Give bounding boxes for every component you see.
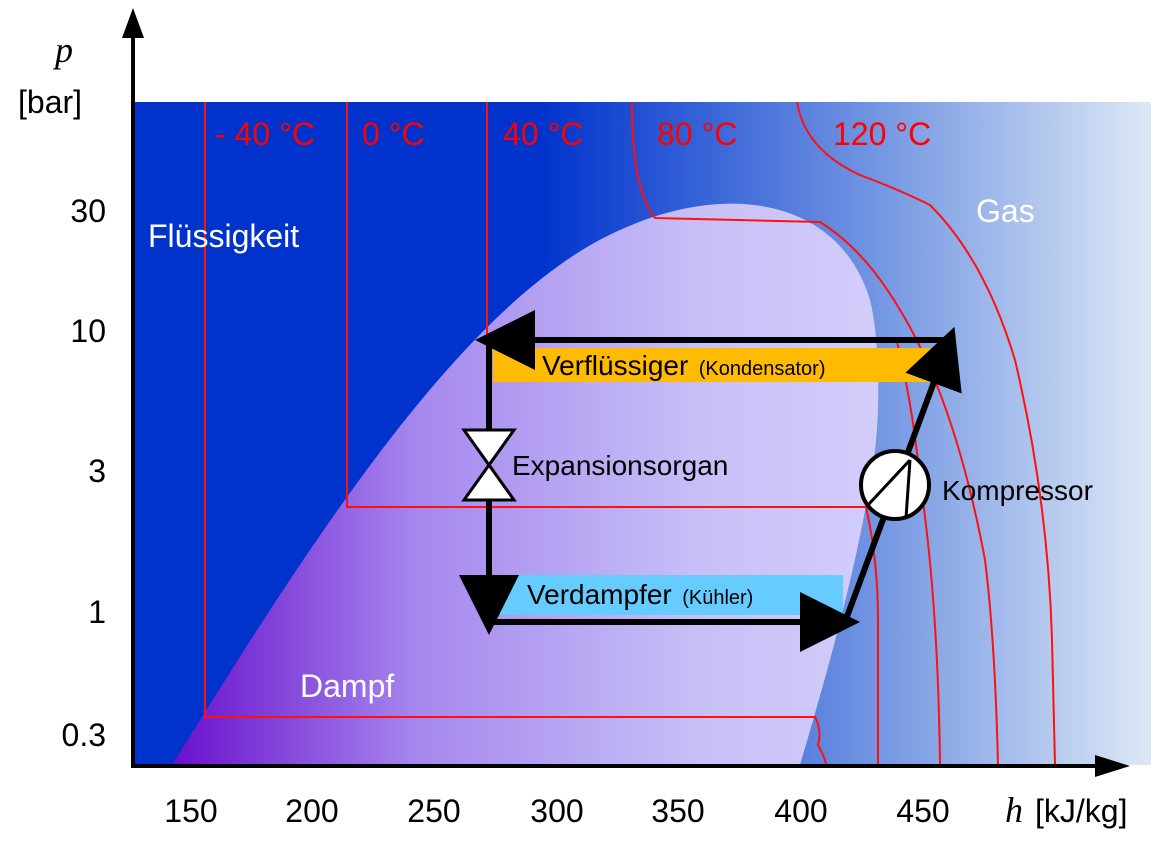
compressor-label: Kompressor — [942, 475, 1093, 506]
region-label-liquid: Flüssigkeit — [148, 218, 299, 254]
condenser-note: (Kondensator) — [699, 358, 826, 380]
isotherm-120 — [796, 101, 1056, 766]
x-tick-350: 350 — [651, 793, 704, 829]
x-tick-450: 450 — [896, 793, 949, 829]
evaporator-name: Verdampfer — [527, 579, 672, 610]
x-tick-300: 300 — [530, 793, 583, 829]
evaporator-box — [493, 575, 843, 615]
x-tick-250: 250 — [407, 793, 460, 829]
y-tick-3: 3 — [88, 453, 106, 489]
x-axis-arrow-icon — [1095, 755, 1130, 777]
expansion-valve-icon — [461, 428, 517, 502]
isotherm-label-minus40: - 40 °C — [215, 116, 315, 152]
isotherm-label-0: 0 °C — [362, 116, 425, 152]
y-axis-symbol: p — [52, 30, 73, 70]
condenser-name: Verflüssiger — [542, 350, 688, 381]
x-axis-unit: [kJ/kg] — [1035, 793, 1127, 829]
isotherm-minus40 — [204, 102, 827, 766]
region-label-vapor: Dampf — [300, 668, 394, 704]
expansion-label: Expansionsorgan — [512, 450, 728, 481]
y-tick-1: 1 — [88, 594, 106, 630]
compressor-icon — [859, 449, 931, 521]
condenser-label: Verflüssiger (Kondensator) — [542, 350, 826, 381]
y-tick-30: 30 — [70, 193, 106, 229]
y-tick-10: 10 — [70, 313, 106, 349]
y-axis-arrow-icon — [122, 8, 144, 38]
evaporator-label: Verdampfer (Kühler) — [527, 579, 753, 610]
y-tick-0.3: 0.3 — [62, 717, 106, 753]
x-axis-symbol: h — [1005, 790, 1023, 830]
x-tick-200: 200 — [285, 793, 338, 829]
x-tick-400: 400 — [774, 793, 827, 829]
isotherm-label-40: 40 °C — [503, 116, 583, 152]
isotherm-label-120: 120 °C — [833, 116, 931, 152]
region-label-gas: Gas — [976, 193, 1035, 229]
y-axis-unit: [bar] — [18, 84, 82, 120]
isotherm-label-80: 80 °C — [657, 116, 737, 152]
x-tick-150: 150 — [164, 793, 217, 829]
evaporator-note: (Kühler) — [682, 587, 753, 609]
isotherm-0 — [346, 102, 879, 765]
condenser-box — [493, 348, 948, 382]
